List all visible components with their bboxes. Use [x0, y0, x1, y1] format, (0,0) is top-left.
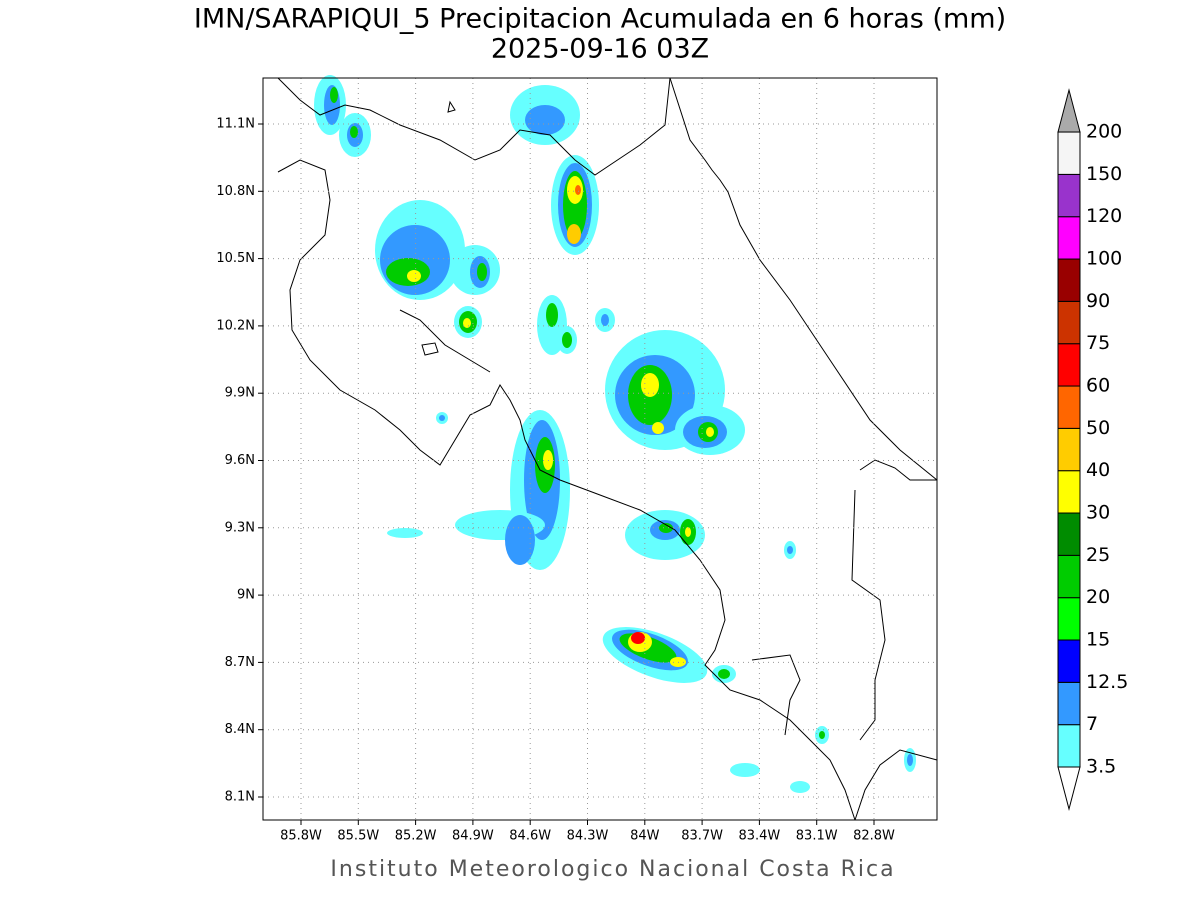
colorbar-band	[1057, 385, 1081, 429]
colorbar-label: 20	[1086, 586, 1110, 608]
lat-tick-label: 8.1N	[225, 790, 255, 805]
colorbar-band	[1057, 554, 1081, 599]
colorbar-band	[1057, 681, 1081, 726]
colorbar-band	[1057, 512, 1081, 556]
colorbar-label: 7	[1086, 713, 1098, 735]
colorbar-label: 100	[1086, 248, 1122, 270]
lat-tick-label: 10.2N	[216, 318, 255, 333]
colorbar-label: 3.5	[1086, 756, 1116, 778]
colorbar-label: 25	[1086, 544, 1110, 566]
lon-tick-label: 84.6W	[509, 829, 551, 844]
lon-tick-label: 85.5W	[337, 829, 379, 844]
colorbar-band	[1057, 724, 1081, 768]
colorbar-band	[1057, 343, 1081, 387]
colorbar-label: 40	[1086, 459, 1110, 481]
colorbar-label: 120	[1086, 205, 1122, 227]
colorbar-label: 60	[1086, 375, 1110, 397]
lat-tick-label: 10.8N	[216, 184, 255, 199]
lon-tick-label: 83.1W	[796, 829, 838, 844]
colorbar-label: 75	[1086, 332, 1110, 354]
subtitle: 2025-09-16 03Z	[491, 34, 709, 65]
lon-tick-label: 83.7W	[681, 829, 723, 844]
colorbar-over-arrow	[1057, 88, 1081, 133]
colorbar-label: 150	[1086, 163, 1122, 185]
colorbar-band	[1057, 131, 1081, 175]
lon-tick-label: 84.3W	[567, 829, 609, 844]
graticule	[263, 78, 937, 820]
lon-tick-label: 83.4W	[738, 829, 780, 844]
lon-tick-label: 82.8W	[853, 829, 895, 844]
colorbar-band	[1057, 470, 1081, 514]
lat-tick-label: 9.9N	[225, 386, 255, 401]
lat-tick-label: 9N	[237, 588, 255, 603]
colorbar-band	[1057, 597, 1081, 641]
lat-tick-label: 9.3N	[225, 520, 255, 535]
lat-tick-label: 9.6N	[225, 453, 255, 468]
colorbar-band	[1057, 427, 1081, 472]
colorbar-label: 12.5	[1086, 671, 1128, 693]
map-frame	[262, 77, 938, 821]
coastline	[277, 77, 938, 821]
colorbar-band	[1057, 258, 1081, 302]
colorbar-label: 15	[1086, 629, 1110, 651]
lat-tick-label: 11.1N	[216, 117, 255, 132]
colorbar-label: 200	[1086, 121, 1122, 143]
lat-tick-label: 8.7N	[225, 655, 255, 670]
lon-tick-label: 85.8W	[280, 829, 322, 844]
colorbar-band	[1057, 216, 1081, 260]
colorbar-label: 50	[1086, 417, 1110, 439]
colorbar-under-arrow	[1057, 766, 1081, 811]
title: IMN/SARAPIQUI_5 Precipitacion Acumulada …	[194, 4, 1006, 35]
colorbar-band	[1057, 300, 1081, 345]
lat-tick-label: 10.5N	[216, 251, 255, 266]
lon-tick-label: 84W	[630, 829, 660, 844]
lon-tick-label: 84.9W	[452, 829, 494, 844]
colorbar-band	[1057, 173, 1081, 218]
footer: Instituto Meteorologico Nacional Costa R…	[330, 857, 895, 882]
colorbar-band	[1057, 639, 1081, 683]
lat-tick-label: 8.4N	[225, 722, 255, 737]
colorbar-label: 30	[1086, 502, 1110, 524]
colorbar-label: 90	[1086, 290, 1110, 312]
precipitation-field	[314, 75, 916, 793]
lon-tick-label: 85.2W	[395, 829, 437, 844]
